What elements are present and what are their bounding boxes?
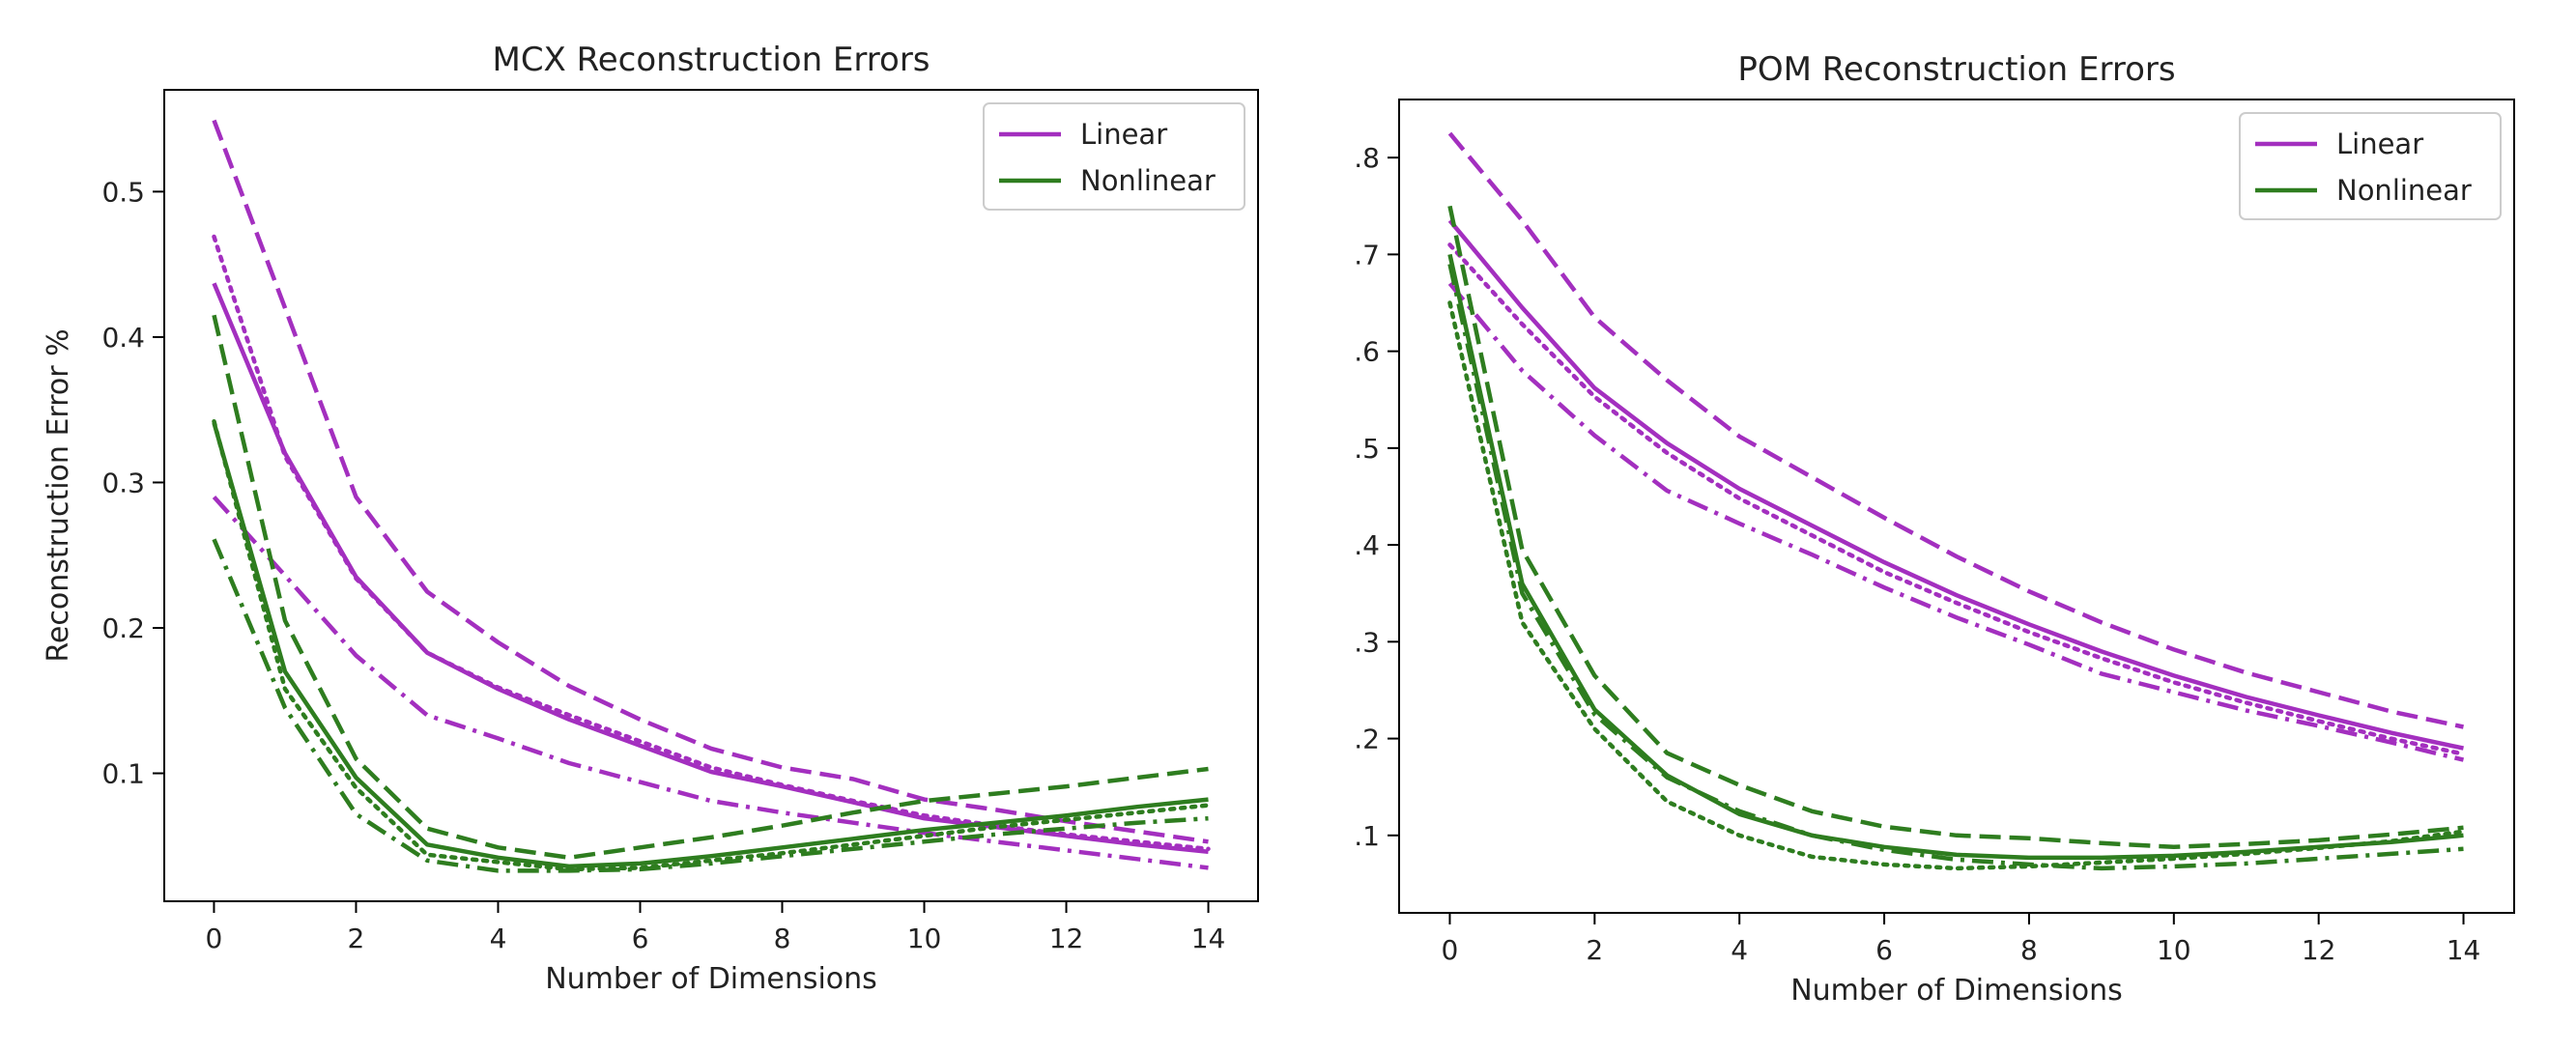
y-tick-label: 0.3 xyxy=(101,467,145,498)
x-axis-label: Number of Dimensions xyxy=(545,962,877,996)
series-line-nonlinear-dashdot xyxy=(212,538,1209,873)
y-tick-label: .3 xyxy=(1354,626,1380,658)
y-tick-label: .2 xyxy=(1354,724,1380,755)
x-tick-label: 10 xyxy=(907,923,942,954)
legend-label-nonlinear: Nonlinear xyxy=(1080,164,1216,197)
y-tick-label: .8 xyxy=(1354,142,1380,174)
legend-box xyxy=(2239,112,2502,220)
x-tick-label: 2 xyxy=(1586,934,1603,966)
y-tick-label: .1 xyxy=(1354,820,1380,852)
y-tick-label: .6 xyxy=(1354,336,1380,368)
legend-label-linear: Linear xyxy=(1080,118,1167,151)
x-tick-label: 14 xyxy=(1191,923,1226,954)
series-line-linear-dashed xyxy=(212,119,1209,844)
chart-title: POM Reconstruction Errors xyxy=(1737,50,2175,89)
x-tick-label: 14 xyxy=(2447,934,2481,966)
x-tick-label: 10 xyxy=(2157,934,2191,966)
axes-frame xyxy=(1398,99,2515,914)
x-tick-label: 6 xyxy=(632,923,649,954)
series-line-linear-dashdot xyxy=(1447,282,2465,762)
y-tick-label: .5 xyxy=(1354,433,1380,465)
chart-panel-1: 0 2 4 6 8 10 12 14 0.1 0.2 0.3 0.4 0.5 MCX Reconstruc… xyxy=(42,41,1259,996)
series-line-nonlinear-solid xyxy=(212,422,1209,869)
legend-label-linear: Linear xyxy=(2336,128,2423,160)
legend: Linear Nonlinear xyxy=(2239,112,2502,220)
series-line-linear-dotted xyxy=(1447,242,2466,756)
series-line-linear-solid xyxy=(1447,218,2464,751)
x-tick-label: 4 xyxy=(490,923,507,954)
series-line-nonlinear-dotted xyxy=(1447,300,2466,871)
y-tick-label: 0.1 xyxy=(101,758,145,790)
chart-panel-2: 0 2 4 6 8 10 12 14 .1 .2 .3 .4 .5 .6 .7 .8 POM Reconstru… xyxy=(1354,50,2515,1008)
x-tick-label: 12 xyxy=(2302,934,2336,966)
legend-label-nonlinear: Nonlinear xyxy=(2336,174,2472,207)
series-line-nonlinear-dotted xyxy=(212,418,1211,872)
x-tick-label: 4 xyxy=(1731,934,1748,966)
series-line-linear-dotted xyxy=(212,234,1211,852)
y-axis-label: Reconstruction Error % xyxy=(42,328,75,662)
legend: Linear Nonlinear xyxy=(983,102,1245,211)
legend-box xyxy=(983,102,1245,211)
x-axis-label: Number of Dimensions xyxy=(1790,974,2123,1008)
series-line-nonlinear-dashed xyxy=(1447,205,2464,850)
y-tick-label: 0.2 xyxy=(101,612,145,644)
series-line-nonlinear-dashed xyxy=(212,314,1209,861)
axes-frame xyxy=(163,89,1259,902)
x-tick-label: 8 xyxy=(774,923,791,954)
x-tick-label: 0 xyxy=(206,923,223,954)
x-tick-label: 12 xyxy=(1049,923,1084,954)
x-tick-label: 2 xyxy=(348,923,365,954)
y-tick-label: 0.5 xyxy=(101,176,145,208)
x-tick-label: 8 xyxy=(2020,934,2038,966)
series-line-linear-dashdot xyxy=(212,495,1209,870)
y-tick-label: 0.4 xyxy=(101,322,145,354)
chart-title: MCX Reconstruction Errors xyxy=(492,41,930,79)
series-line-nonlinear-dashdot xyxy=(1447,263,2464,871)
x-tick-label: 0 xyxy=(1442,934,1459,966)
series-line-nonlinear-solid xyxy=(1447,253,2464,861)
y-tick-label: .4 xyxy=(1354,529,1380,561)
series-line-linear-dashed xyxy=(1447,131,2464,729)
x-tick-label: 6 xyxy=(1875,934,1893,966)
y-tick-label: .7 xyxy=(1354,239,1380,270)
